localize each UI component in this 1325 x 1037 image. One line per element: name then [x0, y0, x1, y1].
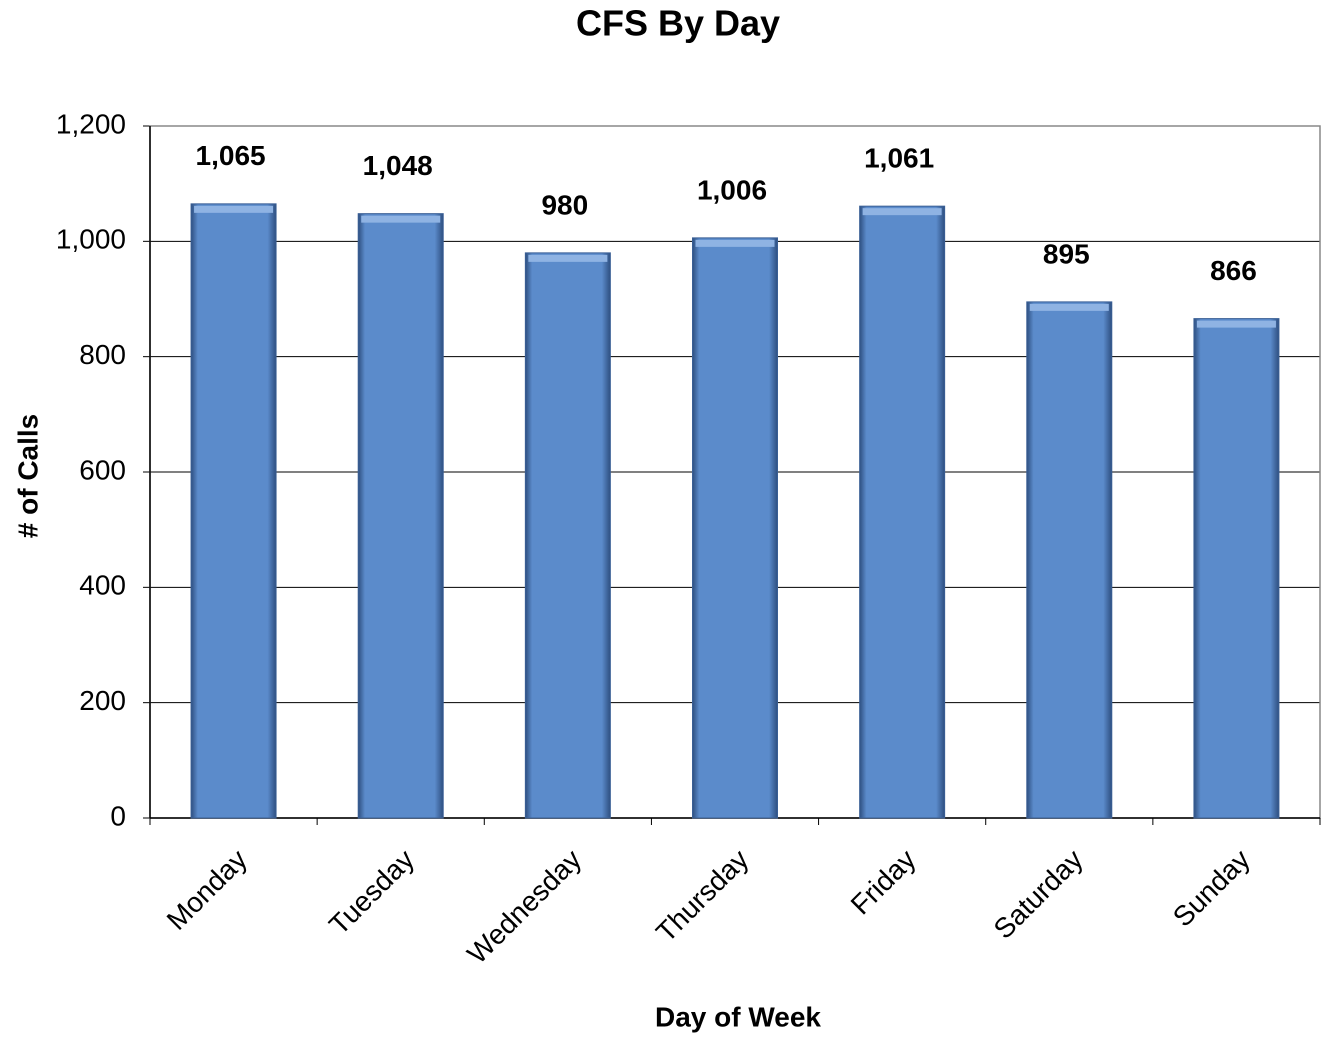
x-tick-label: Thursday — [650, 844, 754, 948]
data-label: 1,061 — [864, 143, 934, 174]
bar — [357, 213, 444, 819]
bar — [1193, 318, 1280, 819]
x-tick-label: Monday — [161, 844, 253, 936]
y-tick-label: 0 — [110, 800, 126, 831]
bar — [1026, 301, 1113, 819]
bar — [859, 205, 946, 819]
x-tick-label: Sunday — [1167, 844, 1256, 933]
chart-title: CFS By Day — [576, 3, 780, 44]
bar-highlight — [528, 254, 608, 262]
x-tick-label: Wednesday — [461, 844, 587, 970]
x-tick-label: Saturday — [988, 844, 1089, 945]
x-tick-label: Tuesday — [323, 844, 420, 941]
bar-highlight — [1196, 320, 1276, 328]
bar-highlight — [361, 215, 441, 223]
data-label: 866 — [1210, 255, 1257, 286]
bar — [692, 237, 778, 819]
bar-highlight — [862, 208, 942, 216]
bar — [524, 252, 611, 819]
y-axis-label: # of Calls — [12, 414, 43, 538]
data-label: 1,006 — [697, 174, 767, 205]
data-label: 1,048 — [363, 150, 433, 181]
data-label: 895 — [1043, 238, 1090, 269]
x-axis-label: Day of Week — [655, 1001, 821, 1032]
bar-highlight — [695, 239, 775, 247]
bar-highlight — [1029, 303, 1109, 311]
bar-highlight — [194, 205, 274, 213]
bar — [190, 203, 277, 819]
y-tick-label: 200 — [79, 685, 126, 716]
y-tick-label: 600 — [79, 454, 126, 485]
y-tick-label: 1,000 — [56, 224, 126, 255]
y-tick-label: 1,200 — [56, 108, 126, 139]
x-tick-label: Friday — [845, 844, 922, 921]
data-label: 1,065 — [196, 140, 266, 171]
y-tick-label: 800 — [79, 339, 126, 370]
data-label: 980 — [541, 189, 588, 220]
y-tick-label: 400 — [79, 570, 126, 601]
